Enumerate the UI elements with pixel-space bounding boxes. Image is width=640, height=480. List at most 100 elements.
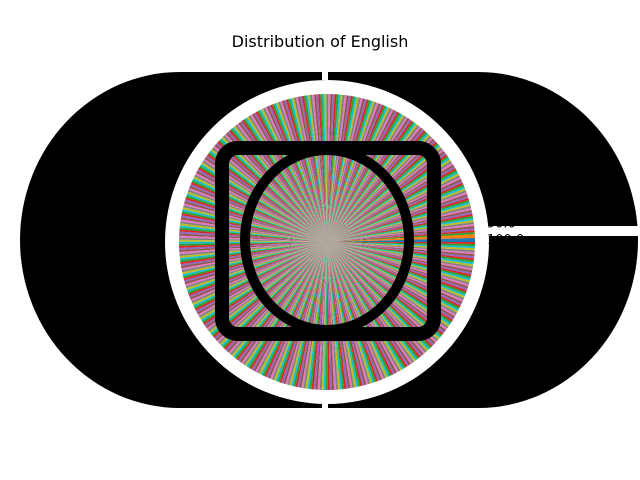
pie-slice	[327, 151, 445, 242]
pie-slice	[206, 242, 327, 330]
pie-slice	[327, 159, 451, 242]
pie-slice	[327, 242, 437, 343]
pie-slice	[221, 242, 327, 347]
pie-slice	[327, 242, 426, 355]
pie-slice	[327, 242, 339, 390]
pie-slice	[216, 242, 327, 343]
pie-slice	[327, 242, 449, 329]
pie-slice	[327, 141, 438, 242]
pie-slice	[215, 142, 327, 242]
pie-slice	[327, 242, 330, 390]
pie-slice	[327, 242, 390, 378]
pie-slice	[287, 98, 327, 242]
pie-slice	[327, 102, 379, 242]
pie-slice	[327, 242, 382, 381]
pie-slice	[289, 242, 327, 386]
pie-slice	[297, 242, 327, 388]
pie-slice	[327, 242, 337, 390]
inner-label-clutter	[215, 141, 441, 341]
pie-slice	[327, 242, 373, 384]
pie-slice	[327, 100, 373, 242]
pie-slice	[268, 242, 327, 379]
pie-slice	[327, 134, 431, 242]
pie-slice	[212, 242, 327, 338]
pie-slice	[327, 242, 351, 389]
pie-slice	[327, 242, 435, 346]
pie-slice	[327, 94, 341, 242]
pie-slice	[327, 242, 458, 313]
pie-slice	[316, 94, 327, 243]
pie-slice	[327, 157, 450, 242]
pie-slice	[279, 101, 327, 242]
pie-slice	[283, 242, 327, 385]
pie-slice	[327, 96, 355, 242]
pie-slice	[327, 242, 386, 379]
pie-slice	[211, 147, 327, 242]
pie-slice	[283, 99, 327, 242]
pie-slice	[327, 168, 457, 242]
pie-slice	[270, 242, 327, 380]
pie-slice	[318, 94, 327, 242]
pie-slice	[327, 242, 441, 339]
pie-slice	[324, 94, 327, 242]
pie-slice	[206, 153, 327, 242]
pie-slice	[327, 242, 443, 337]
pie-slice	[327, 138, 435, 242]
pie-slice	[228, 242, 327, 354]
pie-slice	[325, 242, 328, 391]
pie-slice	[327, 101, 377, 242]
pie-slice	[313, 242, 327, 390]
pie-slice	[227, 242, 327, 353]
pie-slice	[327, 242, 430, 350]
pie-slice	[264, 242, 327, 377]
pie-slice	[314, 94, 327, 242]
pie-slice	[262, 242, 327, 377]
pie-slice	[281, 100, 327, 242]
pie-slice	[327, 147, 443, 242]
pie-slice	[327, 175, 460, 242]
pie-slice	[327, 97, 361, 243]
pie-slice	[327, 107, 390, 242]
pie-slice	[209, 150, 327, 242]
pie-slice	[215, 242, 327, 341]
pie-slice	[327, 131, 428, 242]
pie-slice	[258, 242, 327, 375]
pie-slice	[327, 164, 455, 242]
pie-slice	[295, 96, 327, 242]
pie-slice	[327, 242, 377, 383]
pie-slice	[327, 94, 343, 242]
pie-slice	[327, 242, 460, 310]
pie-slice	[327, 242, 451, 325]
pie-slice	[327, 95, 351, 242]
pie-slice	[327, 105, 387, 243]
pie-slice	[222, 135, 327, 242]
pie-slice	[327, 242, 439, 342]
pie-slice	[327, 242, 355, 388]
pie-slice	[327, 132, 429, 242]
pie-slice	[202, 160, 327, 242]
pie-slice	[327, 154, 448, 242]
pie-slice	[266, 242, 327, 378]
pie-slice	[327, 126, 421, 242]
pie-slice	[204, 157, 327, 242]
pie-slice	[327, 242, 429, 352]
pie-slice	[205, 155, 327, 242]
pie-slice	[327, 101, 375, 242]
pie-slice	[227, 131, 327, 242]
pie-slice	[272, 103, 327, 243]
pie-slice	[319, 242, 327, 390]
pie-slice	[260, 242, 327, 376]
pie-slice	[327, 127, 423, 242]
pie-slice	[327, 242, 361, 387]
pie-slice	[210, 242, 327, 335]
chart-title: Distribution of English	[231, 32, 409, 51]
pie-slice	[230, 242, 327, 356]
pie-slice	[274, 103, 327, 243]
pie-slice	[266, 106, 327, 242]
pie-slice	[327, 242, 369, 385]
pie-slice	[327, 169, 458, 242]
pie-slice	[279, 242, 327, 383]
pie-slice	[327, 94, 335, 242]
slice-labels: 100.090.0	[487, 217, 524, 248]
pie-slice	[321, 242, 327, 390]
